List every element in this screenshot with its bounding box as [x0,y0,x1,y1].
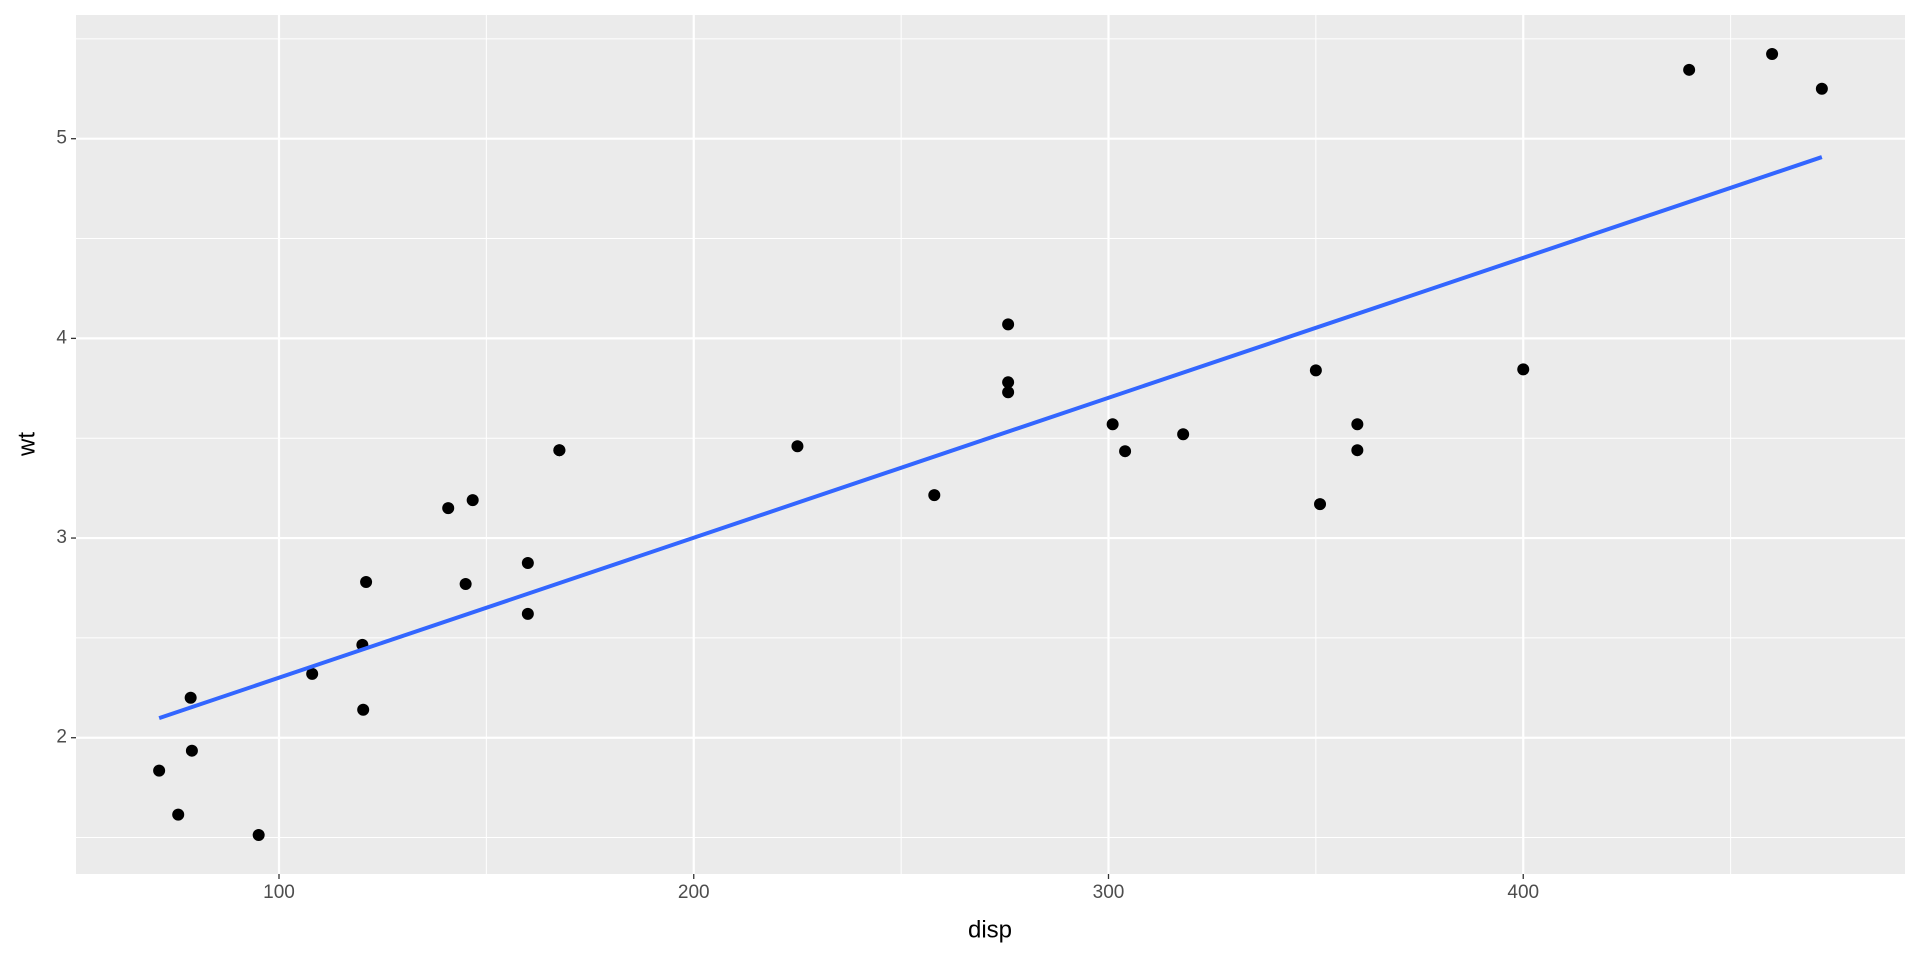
point [252,828,265,841]
trend-line [158,155,1823,721]
point [1351,418,1364,431]
x-axis-title: disp [968,916,1012,943]
point [928,489,941,502]
point [185,744,198,757]
point [357,703,370,716]
y-tick-label: 3 [56,527,67,548]
panel [76,15,1905,874]
y-tick-label: 5 [56,128,67,149]
point [553,444,566,457]
y-tick-label: 2 [56,727,67,748]
point [306,667,319,680]
point [1002,376,1015,389]
point [1815,82,1828,95]
x-tick-label: 400 [1507,882,1539,903]
point [1309,364,1322,377]
point [172,808,185,821]
point [1314,498,1327,511]
y-tick-label: 4 [56,327,67,348]
point [1119,445,1132,458]
point [153,764,166,777]
point [1106,418,1119,431]
x-tick-label: 100 [263,882,295,903]
point [1683,63,1696,76]
point [1002,386,1015,399]
point [459,577,472,590]
x-tick-label: 300 [1093,882,1125,903]
y-axis-title: wt [13,432,40,457]
point [360,575,373,588]
point [1002,318,1015,331]
point [1766,48,1779,61]
point [1177,428,1190,441]
point [521,607,534,620]
point [521,557,534,570]
point [184,691,197,704]
x-tick-label: 200 [678,882,710,903]
point [466,494,479,507]
point [1351,444,1364,457]
point [442,502,455,515]
point [1517,363,1530,376]
point [791,440,804,453]
